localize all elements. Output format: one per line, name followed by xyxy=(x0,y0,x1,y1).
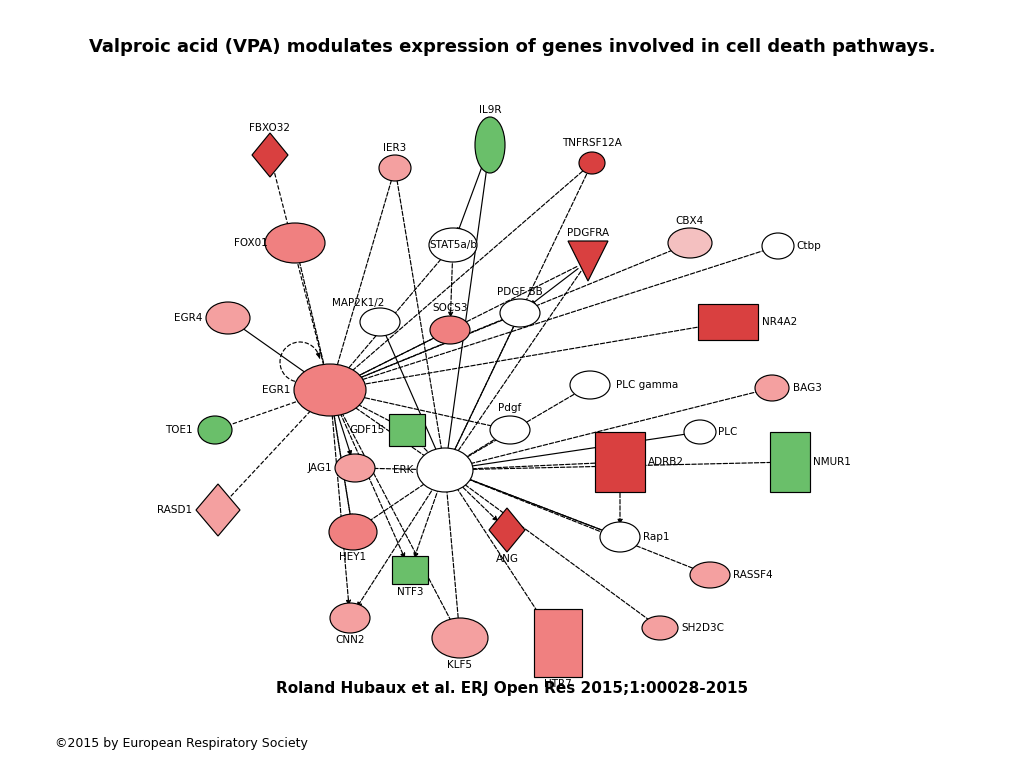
Ellipse shape xyxy=(379,155,411,181)
Ellipse shape xyxy=(206,302,250,334)
Ellipse shape xyxy=(570,371,610,399)
Text: CNN2: CNN2 xyxy=(335,635,365,645)
Text: ©2015 by European Respiratory Society: ©2015 by European Respiratory Society xyxy=(55,737,308,750)
Polygon shape xyxy=(252,133,288,177)
Ellipse shape xyxy=(417,448,473,492)
Ellipse shape xyxy=(329,514,377,550)
Text: MAP2K1/2: MAP2K1/2 xyxy=(332,298,384,308)
Text: PLC: PLC xyxy=(718,427,737,437)
FancyBboxPatch shape xyxy=(698,304,758,340)
FancyBboxPatch shape xyxy=(392,556,428,584)
Ellipse shape xyxy=(600,522,640,552)
FancyBboxPatch shape xyxy=(534,609,582,677)
Ellipse shape xyxy=(475,117,505,173)
Text: EGR4: EGR4 xyxy=(174,313,202,323)
Text: CBX4: CBX4 xyxy=(676,216,705,226)
Text: HTR7: HTR7 xyxy=(544,679,571,689)
Ellipse shape xyxy=(360,308,400,336)
Text: ADRB2: ADRB2 xyxy=(648,457,684,467)
FancyBboxPatch shape xyxy=(595,432,645,492)
Ellipse shape xyxy=(500,299,540,327)
Ellipse shape xyxy=(335,454,375,482)
Ellipse shape xyxy=(642,616,678,640)
Text: NTF3: NTF3 xyxy=(396,587,423,597)
Text: ERK: ERK xyxy=(392,465,413,475)
Text: FOX01: FOX01 xyxy=(234,238,268,248)
Text: SH2D3C: SH2D3C xyxy=(681,623,724,633)
Text: ANG: ANG xyxy=(496,554,518,564)
Ellipse shape xyxy=(579,152,605,174)
Text: PDGF BB: PDGF BB xyxy=(497,287,543,297)
Text: PDGFRA: PDGFRA xyxy=(567,228,609,238)
Text: TOE1: TOE1 xyxy=(165,425,193,435)
Ellipse shape xyxy=(429,228,477,262)
Ellipse shape xyxy=(432,618,488,658)
FancyBboxPatch shape xyxy=(389,414,425,446)
Text: STAT5a/b: STAT5a/b xyxy=(429,240,477,250)
Text: SOCS3: SOCS3 xyxy=(432,303,468,313)
Text: FBXO32: FBXO32 xyxy=(250,123,291,133)
Text: NMUR1: NMUR1 xyxy=(813,457,851,467)
Ellipse shape xyxy=(755,375,790,401)
Text: KLF5: KLF5 xyxy=(447,660,472,670)
Ellipse shape xyxy=(265,223,325,263)
Text: JAG1: JAG1 xyxy=(307,463,332,473)
Text: Roland Hubaux et al. ERJ Open Res 2015;1:00028-2015: Roland Hubaux et al. ERJ Open Res 2015;1… xyxy=(275,680,749,696)
Ellipse shape xyxy=(330,603,370,633)
Text: RASSF4: RASSF4 xyxy=(733,570,773,580)
Text: RASD1: RASD1 xyxy=(157,505,193,515)
Text: GDF15: GDF15 xyxy=(350,425,385,435)
Polygon shape xyxy=(196,484,240,536)
Polygon shape xyxy=(568,241,608,281)
Ellipse shape xyxy=(490,416,530,444)
Polygon shape xyxy=(489,508,525,552)
Text: IER3: IER3 xyxy=(383,143,407,153)
Ellipse shape xyxy=(762,233,794,259)
Text: IL9R: IL9R xyxy=(479,105,502,115)
Text: Pdgf: Pdgf xyxy=(499,403,521,413)
Ellipse shape xyxy=(430,316,470,344)
Text: HEY1: HEY1 xyxy=(339,552,367,562)
Ellipse shape xyxy=(684,420,716,444)
Text: Valproic acid (VPA) modulates expression of genes involved in cell death pathway: Valproic acid (VPA) modulates expression… xyxy=(89,38,935,56)
Ellipse shape xyxy=(294,364,366,416)
FancyBboxPatch shape xyxy=(770,432,810,492)
Text: PLC gamma: PLC gamma xyxy=(616,380,678,390)
Ellipse shape xyxy=(668,228,712,258)
Ellipse shape xyxy=(198,416,232,444)
Text: BAG3: BAG3 xyxy=(793,383,822,393)
Text: Ctbp: Ctbp xyxy=(796,241,821,251)
Text: TNFRSF12A: TNFRSF12A xyxy=(562,138,622,148)
Text: EGR1: EGR1 xyxy=(261,385,290,395)
Text: Rap1: Rap1 xyxy=(643,532,670,542)
Text: NR4A2: NR4A2 xyxy=(762,317,798,327)
Ellipse shape xyxy=(690,562,730,588)
